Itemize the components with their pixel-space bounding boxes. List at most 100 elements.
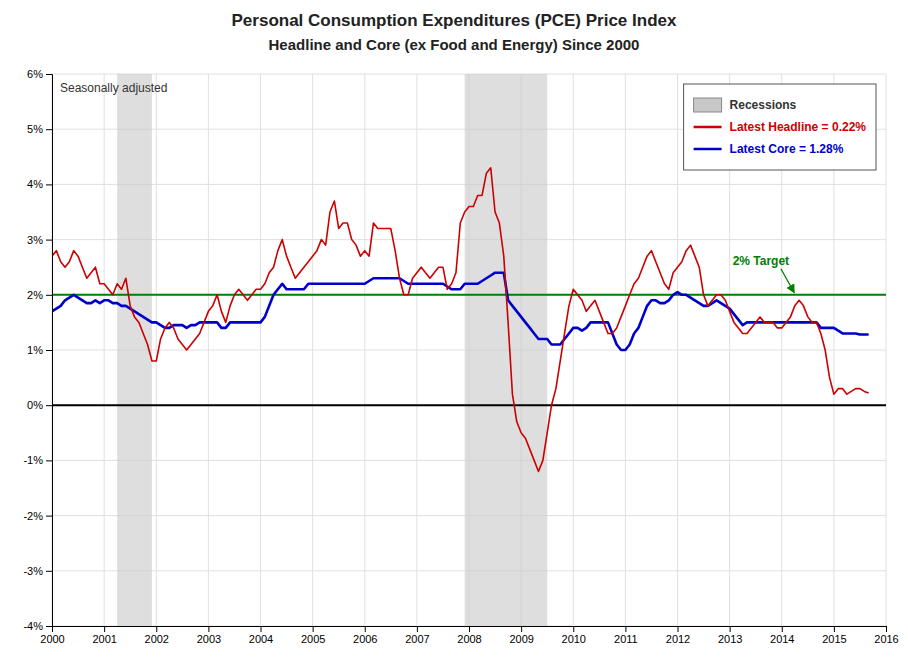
x-tick-mark xyxy=(261,626,262,632)
y-tick-mark xyxy=(46,184,52,185)
title: Personal Consumption Expenditures (PCE) … xyxy=(232,11,677,30)
y-tick: 2% xyxy=(27,289,52,301)
legend-label: Latest Headline = 0.22% xyxy=(730,120,867,134)
y-tick-label: -3% xyxy=(23,565,43,577)
x-tick-mark xyxy=(156,626,157,632)
x-tick-label: 2000 xyxy=(40,633,64,645)
y-tick: 4% xyxy=(27,178,52,190)
y-tick-label: 1% xyxy=(27,344,43,356)
x-tick-label: 2001 xyxy=(92,633,116,645)
data-layer xyxy=(52,74,886,626)
x-tick-mark xyxy=(417,626,418,632)
x-tick-mark xyxy=(521,626,522,632)
legend-swatch xyxy=(694,98,722,112)
y-tick-mark xyxy=(46,571,52,572)
chart-container: Personal Consumption Expenditures (PCE) … xyxy=(0,0,908,662)
x-tick: 2013 xyxy=(718,626,742,645)
x-tick: 2016 xyxy=(874,626,898,645)
legend-label: Latest Core = 1.28% xyxy=(730,142,844,156)
x-tick: 2002 xyxy=(145,626,169,645)
annotation-arrow xyxy=(781,269,794,293)
x-tick-mark xyxy=(104,626,105,632)
x-tick: 2012 xyxy=(666,626,690,645)
x-tick: 2005 xyxy=(301,626,325,645)
y-tick-mark xyxy=(46,516,52,517)
x-tick-mark xyxy=(886,626,887,632)
x-tick: 2000 xyxy=(40,626,64,645)
x-tick-label: 2015 xyxy=(822,633,846,645)
chart-svg: Personal Consumption Expenditures (PCE) … xyxy=(0,0,908,662)
x-tick-mark xyxy=(678,626,679,632)
y-tick: 5% xyxy=(27,123,52,135)
x-axis: 2000 2001 2002 2003 2004 2005 2006 2007 2008 2009… xyxy=(40,626,898,645)
legend: Recessions Latest Headline = 0.22% Latest … xyxy=(684,84,876,170)
x-tick-label: 2008 xyxy=(457,633,481,645)
reference-line xyxy=(52,294,886,296)
legend-box xyxy=(684,84,876,170)
y-tick: 3% xyxy=(27,234,52,246)
x-tick-label: 2005 xyxy=(301,633,325,645)
y-tick-mark xyxy=(46,460,52,461)
x-tick: 2003 xyxy=(197,626,221,645)
y-tick-mark xyxy=(46,295,52,296)
x-tick-label: 2010 xyxy=(562,633,586,645)
x-axis-line xyxy=(53,627,887,633)
grid xyxy=(52,74,886,626)
x-tick: 2015 xyxy=(822,626,846,645)
x-tick-label: 2013 xyxy=(718,633,742,645)
y-tick-label: 3% xyxy=(27,234,43,246)
x-tick: 2010 xyxy=(562,626,586,645)
recession-band xyxy=(465,74,548,626)
legend-swatch xyxy=(694,126,722,129)
x-tick-mark xyxy=(573,626,574,632)
y-tick-mark xyxy=(46,626,52,627)
grid-line-y xyxy=(52,294,886,295)
grid-line-y xyxy=(52,405,886,406)
x-tick: 2001 xyxy=(92,626,116,645)
reference-line xyxy=(52,404,886,406)
y-tick: 0% xyxy=(27,399,52,411)
x-tick-label: 2016 xyxy=(874,633,898,645)
y-tick-mark xyxy=(46,350,52,351)
y-tick-label: 6% xyxy=(27,68,43,80)
legend-label: Recessions xyxy=(730,98,797,112)
y-tick: 6% xyxy=(27,68,52,80)
x-tick: 2011 xyxy=(614,626,638,645)
x-tick: 2008 xyxy=(457,626,481,645)
x-tick-mark xyxy=(208,626,209,632)
y-tick-label: 4% xyxy=(27,178,43,190)
y-axis-line xyxy=(46,75,53,627)
x-tick: 2009 xyxy=(509,626,533,645)
x-tick-mark xyxy=(782,626,783,632)
x-tick-mark xyxy=(834,626,835,632)
y-tick-mark xyxy=(46,240,52,241)
y-tick-mark xyxy=(46,74,52,75)
x-tick: 2007 xyxy=(405,626,429,645)
y-tick-label: -1% xyxy=(23,454,43,466)
x-tick-label: 2004 xyxy=(249,633,273,645)
annotation: Seasonally adjusted xyxy=(60,81,167,95)
y-tick-label: -4% xyxy=(23,620,43,632)
recession-band xyxy=(117,74,152,626)
y-tick: -4% xyxy=(23,620,52,632)
x-tick-label: 2003 xyxy=(197,633,221,645)
y-tick-mark xyxy=(46,405,52,406)
legend-swatch xyxy=(694,148,722,151)
x-tick-label: 2007 xyxy=(405,633,429,645)
x-tick-label: 2011 xyxy=(614,633,638,645)
y-tick-label: -2% xyxy=(23,510,43,522)
plot-area: 2000 2001 2002 2003 2004 2005 2006 2007 2008 2009… xyxy=(23,68,898,645)
y-tick: -3% xyxy=(23,565,52,577)
subtitle: Headline and Core (ex Food and Energy) S… xyxy=(269,36,640,53)
y-axis: -4% -3% -2% -1% 0% 1% 2% 3% 4% 5% 6% xyxy=(23,68,52,632)
x-tick-mark xyxy=(469,626,470,632)
y-tick-mark xyxy=(46,129,52,130)
series-line xyxy=(52,273,869,350)
y-tick-label: 2% xyxy=(27,289,43,301)
x-tick-label: 2014 xyxy=(770,633,794,645)
y-tick: -2% xyxy=(23,510,52,522)
y-tick-label: 0% xyxy=(27,399,43,411)
x-tick: 2004 xyxy=(249,626,273,645)
x-tick-label: 2006 xyxy=(353,633,377,645)
x-tick-mark xyxy=(365,626,366,632)
